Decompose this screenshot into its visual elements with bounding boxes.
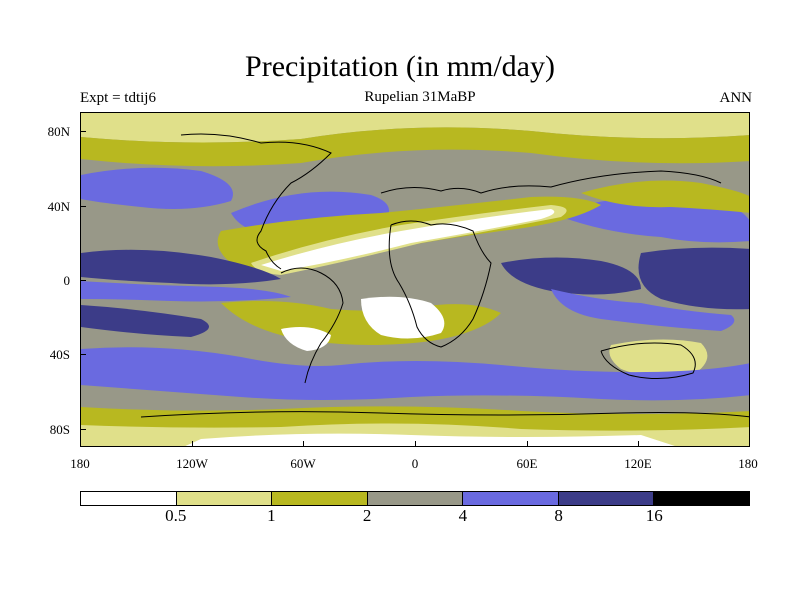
lat-tick <box>80 429 86 430</box>
legend-label: 4 <box>458 506 468 525</box>
lat-tick <box>80 206 86 207</box>
coast-south-america <box>280 267 344 384</box>
lon-label-180e: 180 <box>738 456 758 471</box>
legend-label: 2 <box>362 506 372 525</box>
legend-label: 1 <box>267 506 276 525</box>
lat-tick <box>80 354 86 355</box>
lon-tick <box>303 441 304 447</box>
lon-label-180w: 180 <box>70 456 90 471</box>
legend-label: 8 <box>554 506 563 525</box>
region-southern-ocean <box>81 347 749 401</box>
region-itcz-pacific <box>81 249 281 285</box>
coast-eurasia <box>380 170 722 194</box>
map-svg <box>81 113 749 446</box>
legend-swatch <box>176 492 273 505</box>
lon-tick <box>192 441 193 447</box>
lon-label-60w: 60W <box>290 456 316 471</box>
lat-tick <box>80 131 86 132</box>
lat-label-40s: 40S <box>49 347 70 362</box>
region-itcz-pacific-south <box>81 281 291 302</box>
legend-label: 0.5 <box>165 506 187 525</box>
region-south-america-dry <box>281 327 331 351</box>
lat-label-80n: 80N <box>47 124 70 139</box>
region-asia-yellow <box>581 180 749 213</box>
region-arctic-yellow <box>81 127 749 167</box>
legend-swatch <box>272 492 368 505</box>
legend-swatch <box>558 492 655 505</box>
region-australia <box>609 339 708 377</box>
lon-tick <box>527 441 528 447</box>
lat-label-80s: 80S <box>49 422 70 437</box>
region-west-pacific <box>638 247 749 310</box>
color-legend <box>80 491 750 506</box>
lon-label-60e: 60E <box>516 456 538 471</box>
legend-swatch <box>654 492 750 505</box>
legend-label: 16 <box>645 506 663 525</box>
lon-tick <box>638 441 639 447</box>
lon-label-0: 0 <box>411 456 419 471</box>
region-arctic <box>81 113 749 143</box>
lon-label-120w: 120W <box>176 456 208 471</box>
region-npacific-storm <box>81 167 233 209</box>
region-sahara-dry <box>261 209 555 271</box>
lat-tick <box>80 280 86 281</box>
coast-africa <box>388 220 492 348</box>
map-title: Precipitation (in mm/day) <box>245 50 555 83</box>
region-south-atlantic-dry <box>361 296 445 339</box>
season-label: ANN <box>719 90 753 106</box>
region-indian-ocean <box>501 257 641 295</box>
period-label: Rupelian 31MaBP <box>364 89 476 105</box>
coast-antarctica <box>140 411 749 418</box>
lon-tick <box>415 441 416 447</box>
region-spacific-storm <box>81 305 209 337</box>
lat-label-40n: 40N <box>47 199 70 214</box>
coast-north-america <box>180 133 332 270</box>
lon-label-120e: 120E <box>624 456 652 471</box>
region-antarctic-dry <box>185 433 675 446</box>
coast-australia <box>600 342 696 380</box>
legend-swatch <box>367 492 464 505</box>
experiment-label: Expt = tdtij6 <box>80 90 156 106</box>
lat-label-0: 0 <box>63 273 71 288</box>
region-south-pacific <box>551 289 735 331</box>
legend-swatch <box>81 492 177 505</box>
coastlines <box>140 133 749 418</box>
legend-swatch <box>463 492 559 505</box>
precipitation-map <box>80 112 750 447</box>
